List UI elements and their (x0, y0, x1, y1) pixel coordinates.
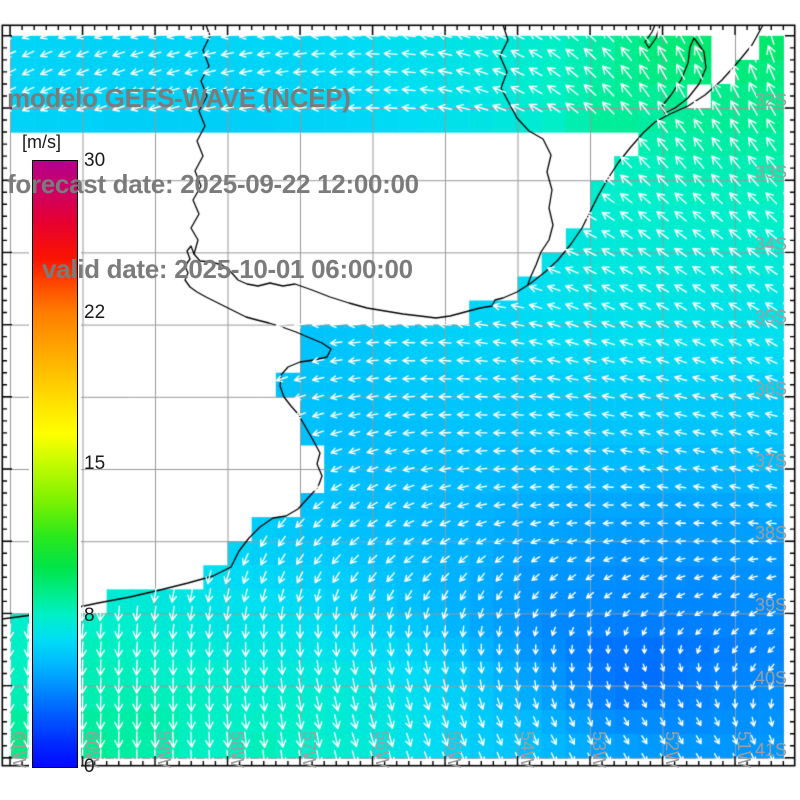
lon-label-56W: 56W (371, 731, 392, 769)
colorbar-tick-15: 15 (84, 453, 106, 474)
lon-label-58W: 58W (226, 731, 247, 769)
lat-label-40S: 40S (754, 667, 787, 688)
colorbar-gradient (32, 160, 78, 768)
colorbar-tick-30: 30 (84, 150, 106, 171)
valid-date: valid date: 2025-10-01 06:00:00 (42, 254, 413, 284)
lon-label-52W: 52W (661, 731, 682, 769)
lat-label-32S: 32S (754, 90, 787, 110)
title-block: modelo GEFS-WAVE (NCEP) forecast date: 2… (7, 27, 419, 341)
lat-label-41S: 41S (754, 739, 787, 760)
colorbar-tick-22: 22 (84, 301, 106, 323)
lon-label-57W: 57W (299, 731, 319, 769)
colorbar-tick-8: 8 (84, 604, 95, 626)
lat-label-39S: 39S (754, 595, 787, 616)
lat-label-36S: 36S (754, 378, 787, 399)
lon-label-55W: 55W (444, 731, 464, 769)
lat-label-35S: 35S (754, 306, 787, 327)
forecast-date: forecast date: 2025-09-22 12:00:00 (7, 168, 419, 199)
lon-label-61W: 61W (9, 731, 29, 769)
colorbar-unit-label: [m/s] (22, 132, 61, 152)
lat-label-38S: 38S (754, 523, 787, 544)
lon-label-53W: 53W (589, 731, 609, 769)
model-title: modelo GEFS-WAVE (NCEP) (7, 83, 351, 113)
lat-label-37S: 37S (754, 451, 787, 471)
lat-label-34S: 34S (754, 234, 787, 255)
lon-label-51W: 51W (734, 731, 754, 769)
colorbar-tick-0: 0 (84, 756, 95, 777)
lon-label-59W: 59W (154, 731, 174, 769)
lat-label-33S: 33S (754, 162, 787, 183)
lon-label-54W: 54W (516, 731, 537, 769)
